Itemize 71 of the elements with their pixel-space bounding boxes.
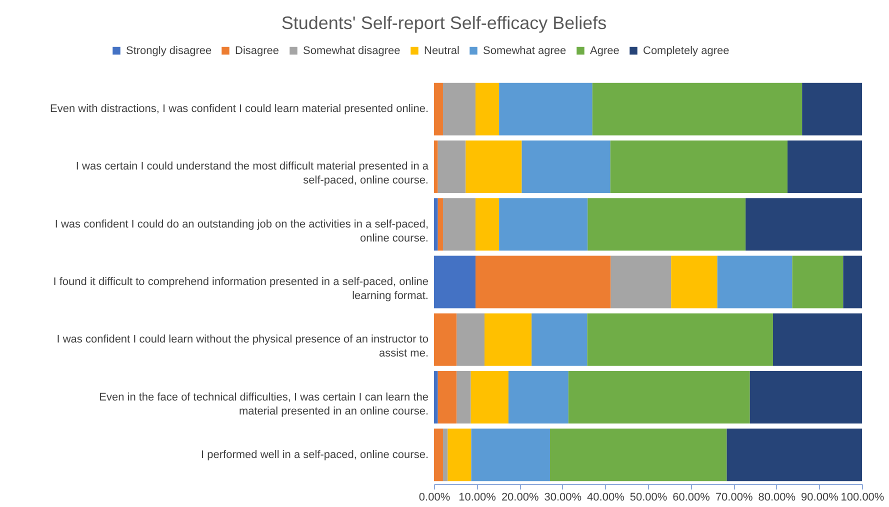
bar [434,428,443,482]
y-tick-label: Even in the face of technical difficulties, I was certain I can learn the material presented in an online course. [99,391,428,418]
bar [588,198,746,251]
bar [717,256,792,308]
x-tick-label: 90.00% [801,492,839,504]
bar [522,140,610,193]
y-tick-label: I was confident I could learn without the physical presence of an instructor to assist me. [56,334,428,360]
legend-label: Somewhat agree [483,44,566,57]
bar [726,428,862,482]
bar [438,198,443,251]
bar [610,140,788,193]
legend-label: Disagree [235,44,280,57]
legend-label: Agree [590,44,620,57]
bar [434,82,443,136]
bar [434,198,438,251]
bar [587,313,773,366]
bar [456,371,471,424]
bar [442,198,476,251]
x-tick-label: 0.00% [418,492,450,504]
bar [434,313,457,366]
y-tick-label: I was certain I could understand the most difficult material presented in a self-paced, online course. [76,160,430,187]
bar [568,371,750,424]
bar [476,256,611,308]
bar [484,313,532,366]
legend-label: Strongly disagree [126,44,212,57]
bar [434,371,438,424]
bar [438,371,457,424]
y-tick-label: I found it difficult to comprehend information presented in a self-paced, online learning format. [53,276,428,302]
bar [448,428,472,482]
x-tick-label: 80.00% [758,492,796,504]
bar [788,140,862,193]
bar [532,313,588,366]
y-tick-label: Even with distractions, I was confident I could learn material presented online. [50,103,428,116]
chart-title: Students' Self-report Self-efficacy Beliefs [281,13,607,33]
bar [466,140,522,193]
y-tick-label: I performed well in a self-paced, online course. [201,448,428,461]
bar [434,140,438,193]
bar [746,198,862,251]
legend-label: Somewhat disagree [303,44,400,57]
bar [843,256,862,308]
bar [456,313,485,366]
bar [499,198,588,251]
bar [550,428,727,482]
bar [772,313,862,366]
legend-label: Completely agree [643,44,730,57]
bar [802,82,862,136]
x-tick-label: 70.00% [715,492,753,504]
bar [508,371,568,424]
x-tick-label: 20.00% [501,492,539,504]
bar [610,256,672,308]
x-tick-label: 50.00% [630,492,668,504]
y-tick-label: I was confident I could do an outstanding job on the activities in a self-paced, online course. [54,218,428,244]
bar [592,82,802,136]
bar [442,428,448,482]
bar [476,198,500,251]
bar [438,140,466,193]
x-tick-label: 40.00% [587,492,625,504]
x-tick-label: 60.00% [672,492,710,504]
bar [671,256,718,308]
x-tick-label: 30.00% [544,492,582,504]
bar [792,256,844,308]
bar [471,428,550,482]
bar [476,82,500,136]
x-tick-label: 10.00% [458,492,496,504]
bar [499,82,592,136]
x-tick-label: 100.00% [840,492,884,504]
bar [470,371,508,424]
bar [434,256,476,308]
bar [750,371,862,424]
bar [442,82,476,136]
legend-label: Neutral [424,44,460,57]
